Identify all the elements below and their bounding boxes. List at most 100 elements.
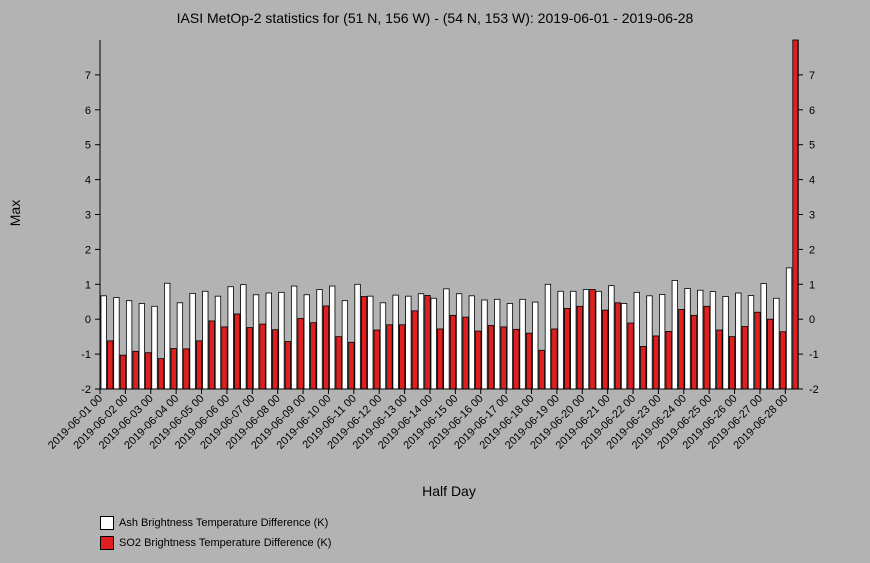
bar-ash: [684, 288, 691, 390]
bar-ash: [329, 285, 336, 390]
bar-ash: [443, 288, 450, 390]
bar-so2: [221, 326, 228, 390]
bar-ash: [659, 294, 666, 390]
bar-ash: [354, 283, 361, 390]
bar-ash: [557, 290, 564, 390]
bar-so2: [525, 332, 533, 390]
bar-so2: [449, 314, 457, 390]
y-tick-label-left: 4: [85, 175, 91, 187]
bar-ash: [430, 297, 437, 390]
bar-ash: [113, 297, 120, 390]
bar-so2: [360, 296, 368, 390]
bar-so2: [538, 349, 545, 390]
y-tick-label-left: 6: [85, 105, 91, 117]
bar-ash: [214, 295, 222, 390]
bar-so2: [386, 324, 393, 390]
bar-so2: [640, 346, 647, 390]
bar-so2: [310, 322, 317, 390]
y-tick-label-right: 2: [809, 244, 815, 256]
bar-ash: [202, 290, 209, 390]
bar-so2: [602, 309, 609, 390]
bar-so2: [792, 39, 799, 390]
bar-so2: [652, 335, 660, 390]
bar-so2: [475, 330, 482, 390]
bar-ash: [367, 295, 374, 390]
bar-so2: [297, 318, 304, 390]
bar-ash: [519, 298, 526, 390]
bar-ash: [544, 283, 552, 390]
x-axis-label: Half Day: [422, 483, 476, 499]
bar-ash: [227, 286, 234, 390]
bar-so2: [576, 305, 583, 390]
bar-so2: [145, 352, 152, 390]
bar-ash: [100, 295, 107, 390]
bar-so2: [424, 295, 431, 390]
bar-so2: [728, 336, 736, 390]
bar-ash: [303, 294, 310, 390]
bar-so2: [272, 329, 279, 390]
bar-ash: [620, 303, 628, 390]
bar-so2: [208, 320, 215, 390]
bar-so2: [132, 350, 139, 390]
bar-ash: [151, 305, 158, 390]
bar-so2: [678, 309, 685, 390]
bar-so2: [284, 341, 292, 390]
y-tick-label-left: -1: [81, 349, 91, 361]
bar-so2: [348, 341, 355, 390]
bar-ash: [646, 295, 653, 390]
bar-so2: [157, 358, 165, 390]
bar-ash: [494, 298, 501, 390]
bar-so2: [551, 328, 558, 390]
bar-ash: [125, 300, 133, 390]
bar-so2: [627, 322, 634, 390]
legend-swatch-ash: [100, 516, 114, 530]
y-axis-label: Max: [7, 199, 23, 227]
bar-so2: [437, 328, 444, 390]
bar-so2: [500, 326, 507, 390]
bar-ash: [735, 292, 742, 390]
bar-ash: [290, 285, 298, 390]
bar-ash: [189, 292, 196, 390]
bar-ash: [532, 301, 539, 390]
bar-ash: [582, 289, 590, 390]
bar-ash: [570, 290, 577, 390]
legend-swatch-so2: [100, 536, 114, 550]
bar-so2: [614, 302, 622, 390]
y-tick-label-left: 5: [85, 140, 91, 152]
bar-ash: [417, 293, 425, 390]
bar-ash: [481, 299, 488, 390]
y-tick-label-left: 0: [85, 314, 91, 326]
bar-so2: [741, 326, 748, 390]
legend-label-so2: SO2 Brightness Temperature Difference (K…: [119, 537, 332, 549]
bar-so2: [462, 316, 469, 390]
bar-ash: [785, 267, 793, 390]
bar-so2: [322, 305, 330, 390]
bar-so2: [119, 354, 127, 390]
bar-so2: [170, 348, 177, 390]
bar-so2: [183, 348, 190, 390]
bar-ash: [633, 291, 640, 390]
bar-so2: [335, 336, 342, 390]
bar-ash: [392, 294, 399, 390]
bar-ash: [608, 285, 615, 390]
bar-so2: [411, 310, 418, 390]
y-tick-label-right: 6: [809, 105, 815, 117]
bar-so2: [373, 329, 380, 390]
bar-ash: [164, 282, 171, 390]
bar-so2: [703, 305, 710, 390]
bar-so2: [754, 311, 761, 390]
bar-ash: [138, 303, 145, 390]
bar-ash: [506, 303, 514, 390]
bar-ash: [747, 295, 755, 390]
y-tick-label-left: 3: [85, 210, 91, 222]
bar-so2: [107, 340, 114, 390]
y-tick-label-left: 1: [85, 279, 91, 291]
bar-so2: [589, 289, 596, 390]
legend: Ash Brightness Temperature Difference (K…: [100, 513, 331, 553]
bar-ash: [760, 283, 767, 390]
y-tick-label-right: 3: [809, 210, 815, 222]
y-tick-label-left: 7: [85, 70, 91, 82]
bar-ash: [379, 302, 387, 390]
bar-ash: [709, 291, 717, 390]
